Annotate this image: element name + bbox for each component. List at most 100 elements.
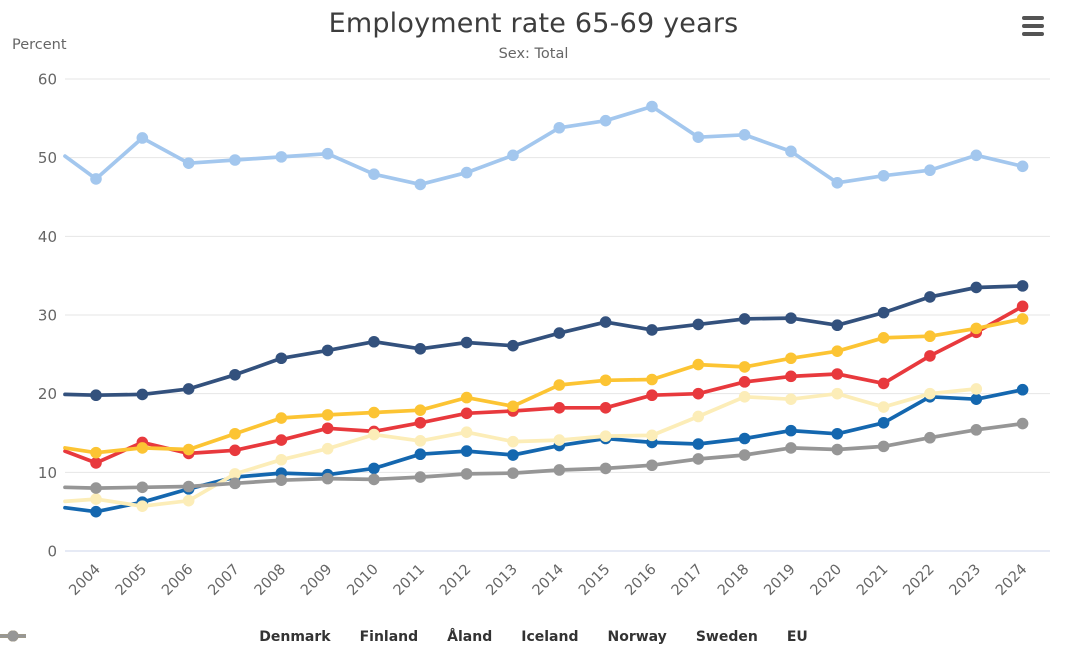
data-point[interactable]	[90, 173, 102, 185]
data-point[interactable]	[738, 449, 751, 461]
data-point[interactable]	[229, 468, 241, 480]
data-point[interactable]	[646, 100, 658, 113]
data-point[interactable]	[182, 443, 195, 456]
data-point[interactable]	[785, 312, 797, 324]
data-point[interactable]	[321, 409, 334, 421]
data-point[interactable]	[738, 129, 751, 141]
data-point[interactable]	[738, 432, 751, 445]
legend-item-norway[interactable]: Norway	[0, 629, 667, 645]
series-line-denmark[interactable]	[63, 304, 1025, 465]
data-point[interactable]	[321, 422, 334, 435]
data-point[interactable]	[877, 401, 890, 413]
data-point[interactable]	[460, 336, 473, 349]
data-point[interactable]	[785, 370, 797, 383]
data-point[interactable]	[924, 431, 936, 444]
data-point[interactable]	[229, 154, 241, 166]
data-point[interactable]	[738, 313, 751, 325]
data-point[interactable]	[785, 393, 797, 405]
data-point[interactable]	[182, 383, 195, 395]
data-point[interactable]	[507, 435, 519, 448]
data-point[interactable]	[599, 316, 612, 328]
data-point[interactable]	[877, 332, 890, 344]
data-point[interactable]	[646, 324, 658, 336]
series-aland[interactable]	[63, 383, 983, 512]
data-point[interactable]	[229, 477, 241, 490]
data-point[interactable]	[970, 281, 983, 294]
data-point[interactable]	[136, 442, 149, 454]
data-point[interactable]	[507, 467, 519, 479]
data-point[interactable]	[646, 389, 658, 402]
data-point[interactable]	[182, 480, 195, 493]
data-point[interactable]	[877, 306, 890, 319]
data-point[interactable]	[877, 440, 890, 453]
data-point[interactable]	[90, 457, 102, 469]
data-point[interactable]	[970, 322, 983, 335]
data-point[interactable]	[368, 473, 380, 486]
data-point[interactable]	[507, 339, 519, 352]
data-point[interactable]	[1016, 160, 1029, 173]
data-point[interactable]	[646, 373, 658, 386]
data-point[interactable]	[646, 459, 658, 472]
data-point[interactable]	[738, 376, 751, 388]
data-point[interactable]	[831, 319, 844, 332]
series-norway[interactable]	[63, 280, 1029, 402]
data-point[interactable]	[924, 387, 936, 400]
data-point[interactable]	[275, 434, 288, 446]
data-point[interactable]	[507, 449, 519, 461]
data-point[interactable]	[553, 464, 566, 476]
data-point[interactable]	[414, 178, 427, 191]
legend-item-denmark[interactable]: Denmark	[0, 629, 331, 645]
data-point[interactable]	[507, 400, 519, 413]
data-point[interactable]	[553, 121, 566, 134]
data-point[interactable]	[738, 361, 751, 373]
series-eu[interactable]	[63, 417, 1029, 494]
series-denmark[interactable]	[63, 300, 1029, 469]
data-point[interactable]	[877, 377, 890, 390]
data-point[interactable]	[136, 132, 149, 144]
data-point[interactable]	[785, 145, 797, 158]
data-point[interactable]	[90, 389, 102, 402]
data-point[interactable]	[460, 391, 473, 404]
data-point[interactable]	[924, 330, 936, 343]
data-point[interactable]	[599, 374, 612, 387]
data-point[interactable]	[275, 453, 288, 466]
data-point[interactable]	[970, 424, 983, 436]
series-line-sweden[interactable]	[63, 317, 1025, 455]
data-point[interactable]	[831, 368, 844, 380]
data-point[interactable]	[553, 327, 566, 339]
series-line-finland[interactable]	[63, 387, 1025, 514]
data-point[interactable]	[785, 424, 797, 437]
data-point[interactable]	[599, 402, 612, 414]
data-point[interactable]	[692, 358, 705, 371]
data-point[interactable]	[1016, 313, 1029, 325]
data-point[interactable]	[90, 505, 102, 518]
data-point[interactable]	[970, 383, 983, 395]
data-point[interactable]	[1016, 417, 1029, 430]
data-point[interactable]	[924, 350, 936, 362]
data-point[interactable]	[553, 434, 566, 446]
data-point[interactable]	[321, 344, 334, 357]
data-point[interactable]	[831, 427, 844, 440]
data-point[interactable]	[414, 471, 427, 483]
data-point[interactable]	[599, 430, 612, 442]
data-point[interactable]	[785, 352, 797, 365]
data-point[interactable]	[414, 404, 427, 416]
data-point[interactable]	[90, 446, 102, 459]
data-point[interactable]	[599, 462, 612, 475]
data-point[interactable]	[924, 291, 936, 303]
data-point[interactable]	[831, 177, 844, 189]
legend-item-finland[interactable]: Finland	[0, 629, 418, 645]
legend-item-eu[interactable]: EU	[0, 629, 808, 645]
data-point[interactable]	[275, 412, 288, 424]
data-point[interactable]	[368, 406, 380, 419]
data-point[interactable]	[90, 493, 102, 505]
series-iceland[interactable]	[63, 100, 1029, 191]
data-point[interactable]	[321, 442, 334, 455]
data-point[interactable]	[599, 114, 612, 127]
data-point[interactable]	[507, 149, 519, 162]
data-point[interactable]	[414, 435, 427, 447]
data-point[interactable]	[460, 426, 473, 439]
data-point[interactable]	[275, 151, 288, 163]
series-line-eu[interactable]	[63, 421, 1025, 490]
data-point[interactable]	[229, 444, 241, 457]
